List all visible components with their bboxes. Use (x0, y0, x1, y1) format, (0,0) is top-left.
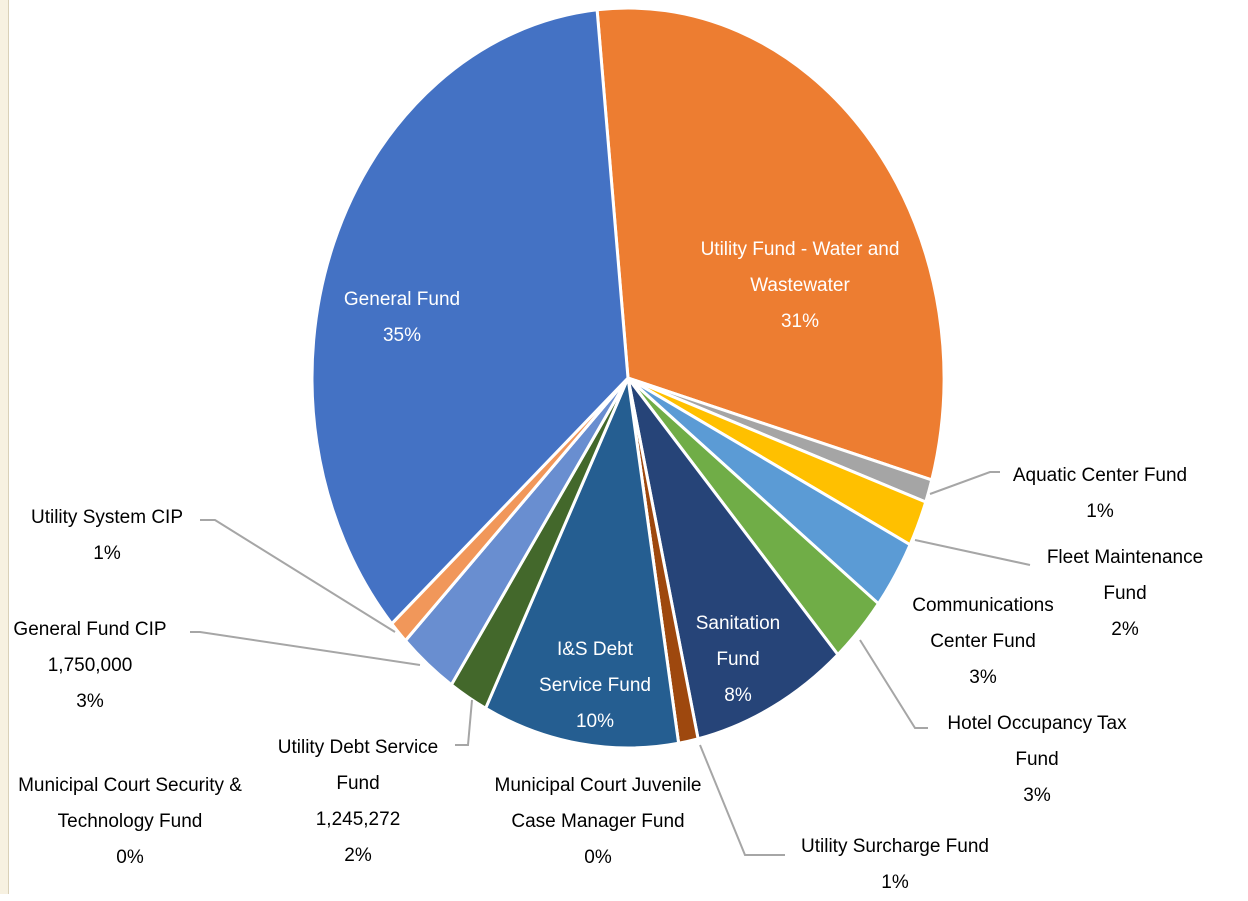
data-label: Utility System CIP 1% (7, 500, 207, 572)
slice-percent: 3% (969, 667, 997, 688)
slice-percent: 1% (93, 543, 121, 564)
slice-percent: 8% (724, 685, 752, 706)
slice-name: Fleet Maintenance Fund (1046, 547, 1204, 604)
data-label: Municipal Court Security & Technology Fu… (10, 768, 250, 876)
data-label: Hotel Occupancy Tax Fund 3% (937, 706, 1137, 814)
leader-line (455, 699, 473, 746)
slice-percent: 1% (881, 872, 909, 893)
slice-name: Communications Center Fund (912, 595, 1054, 652)
slice-percent: 2% (344, 845, 372, 866)
pie-slice (626, 376, 840, 741)
slice-name: Municipal Court Security & Technology Fu… (18, 775, 242, 832)
slice-percent: 3% (1023, 785, 1051, 806)
slice-name: Sanitation Fund (695, 613, 781, 670)
pie-slice (484, 376, 681, 750)
window-edge (0, 0, 9, 894)
slice-name: General Fund (343, 289, 461, 310)
slice-name: Utility Debt Service Fund (277, 737, 439, 794)
leader-line (859, 639, 928, 729)
leader-line (190, 631, 421, 666)
pie-slice (595, 6, 946, 482)
data-label: General Fund 35% (322, 282, 482, 354)
slice-percent: 0% (584, 847, 612, 868)
slice-name: General Fund CIP (13, 619, 167, 640)
data-label: I&S Debt Service Fund 10% (525, 632, 665, 740)
slice-amount: 1,750,000 (47, 655, 133, 676)
slice-name: Utility Surcharge Fund (801, 836, 989, 857)
pie-slice (310, 8, 630, 626)
data-label: Sanitation Fund 8% (683, 606, 793, 714)
slice-name: Utility Fund - Water and Wastewater (700, 239, 900, 296)
slice-percent: 2% (1111, 619, 1139, 640)
slice-percent: 0% (116, 847, 144, 868)
data-label: Fleet Maintenance Fund 2% (1030, 540, 1220, 648)
data-label: Communications Center Fund 3% (898, 588, 1068, 696)
slice-percent: 31% (780, 311, 820, 332)
data-label: Utility Fund - Water and Wastewater 31% (685, 232, 915, 340)
data-label: General Fund CIP 1,750,000 3% (0, 612, 180, 720)
slice-name: Municipal Court Juvenile Case Manager Fu… (494, 775, 702, 832)
leader-line (200, 519, 396, 633)
slice-name: Utility System CIP (30, 507, 184, 528)
slice-name: Aquatic Center Fund (1012, 465, 1188, 486)
slice-name: Hotel Occupancy Tax Fund (947, 713, 1127, 770)
slice-percent: 1% (1086, 501, 1114, 522)
data-label: Utility Debt Service Fund 1,245,272 2% (258, 730, 458, 874)
slice-percent: 35% (382, 325, 422, 346)
slice-name: I&S Debt Service Fund (539, 639, 651, 696)
slice-percent: 10% (575, 711, 615, 732)
leader-line (929, 471, 1000, 495)
data-label: Aquatic Center Fund 1% (985, 458, 1215, 530)
data-label: Utility Surcharge Fund 1% (765, 829, 1025, 901)
data-label: Municipal Court Juvenile Case Manager Fu… (478, 768, 718, 876)
slice-percent: 3% (76, 691, 104, 712)
leader-line (914, 539, 1031, 566)
slice-amount: 1,245,272 (315, 809, 401, 830)
leader-line (699, 744, 785, 856)
